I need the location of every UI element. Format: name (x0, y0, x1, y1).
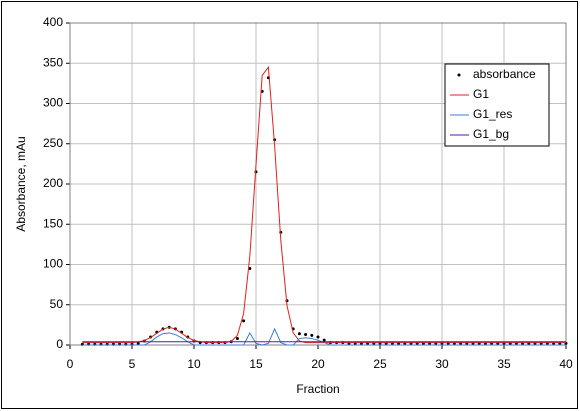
x-tick-label: 25 (373, 357, 387, 371)
data-point (235, 337, 239, 341)
y-axis-label: Absorbance, mAu (14, 136, 28, 231)
data-point (322, 338, 326, 342)
x-tick-label: 15 (249, 357, 263, 371)
y-tick-label: 200 (43, 176, 63, 190)
y-tick-label: 350 (43, 55, 63, 69)
data-point (242, 319, 246, 323)
y-tick-label: 50 (50, 297, 64, 311)
data-point (297, 332, 301, 336)
legend-box (444, 63, 550, 147)
x-tick-label: 20 (311, 357, 325, 371)
data-point (316, 335, 320, 339)
y-tick-label: 150 (43, 216, 63, 230)
x-tick-label: 35 (497, 357, 511, 371)
legend-label: G1_res (473, 107, 512, 121)
legend-label: absorbance (473, 67, 536, 81)
series-line (82, 327, 566, 346)
data-point (136, 341, 140, 345)
y-tick-label: 250 (43, 136, 63, 150)
legend-marker (457, 73, 461, 77)
y-tick-label: 300 (43, 96, 63, 110)
y-tick-label: 100 (43, 257, 63, 271)
data-point (304, 333, 308, 337)
x-tick-label: 30 (435, 357, 449, 371)
x-tick-label: 40 (559, 357, 573, 371)
x-tick-label: 5 (129, 357, 136, 371)
y-tick-label: 0 (56, 337, 63, 351)
plot-area (69, 22, 567, 346)
legend-label: G1_bg (473, 127, 509, 141)
legend-label: G1 (473, 87, 489, 101)
x-axis-label: Fraction (296, 382, 339, 396)
y-tick-label: 400 (43, 15, 63, 29)
x-tick-label: 10 (187, 357, 201, 371)
data-point (310, 333, 314, 337)
x-tick-label: 0 (67, 357, 74, 371)
